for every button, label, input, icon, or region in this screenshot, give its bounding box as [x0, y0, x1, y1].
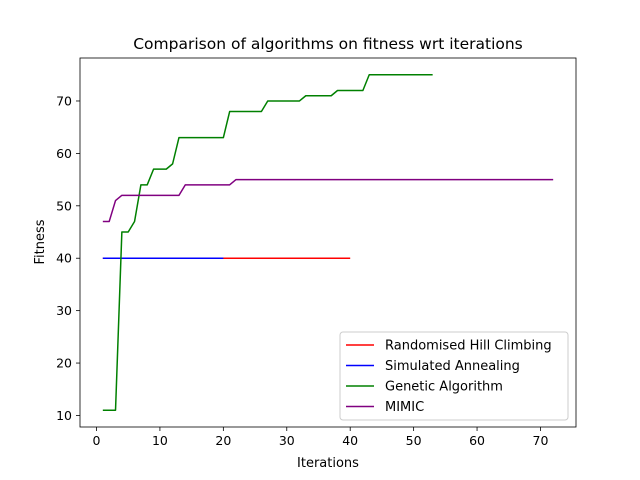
- x-axis-label: Iterations: [297, 456, 359, 471]
- y-tick-label: 60: [56, 146, 72, 161]
- y-tick-label: 30: [56, 303, 72, 318]
- y-tick-label: 10: [56, 408, 72, 423]
- x-tick-label: 60: [469, 433, 485, 448]
- series-lines: [102, 74, 554, 411]
- y-tick-label: 40: [56, 251, 72, 266]
- x-tick-label: 70: [533, 433, 549, 448]
- x-tick-label: 40: [342, 433, 358, 448]
- legend: Randomised Hill Climbing Simulated Anneal…: [339, 331, 569, 421]
- legend-box: [339, 331, 569, 421]
- y-axis: 10 20 30 40 50 60 70: [56, 93, 80, 423]
- legend-label: Simulated Annealing: [385, 359, 520, 374]
- legend-label: MIMIC: [385, 400, 424, 415]
- y-axis-label: Fitness: [33, 219, 48, 264]
- chart-title: Comparison of algorithms on fitness wrt …: [133, 35, 523, 53]
- x-axis: 0 10 20 30 40 50 60 70: [93, 427, 549, 448]
- x-tick-label: 30: [279, 433, 295, 448]
- x-tick-label: 50: [406, 433, 422, 448]
- x-tick-label: 20: [215, 433, 231, 448]
- y-tick-label: 70: [56, 93, 72, 108]
- legend-label: Randomised Hill Climbing: [385, 339, 552, 354]
- y-tick-label: 50: [56, 198, 72, 213]
- series-line-2: [102, 74, 433, 411]
- x-tick-label: 0: [93, 433, 101, 448]
- series-line-3: [102, 178, 554, 223]
- y-tick-label: 20: [56, 356, 72, 371]
- x-tick-label: 10: [152, 433, 168, 448]
- legend-label: Genetic Algorithm: [385, 380, 503, 395]
